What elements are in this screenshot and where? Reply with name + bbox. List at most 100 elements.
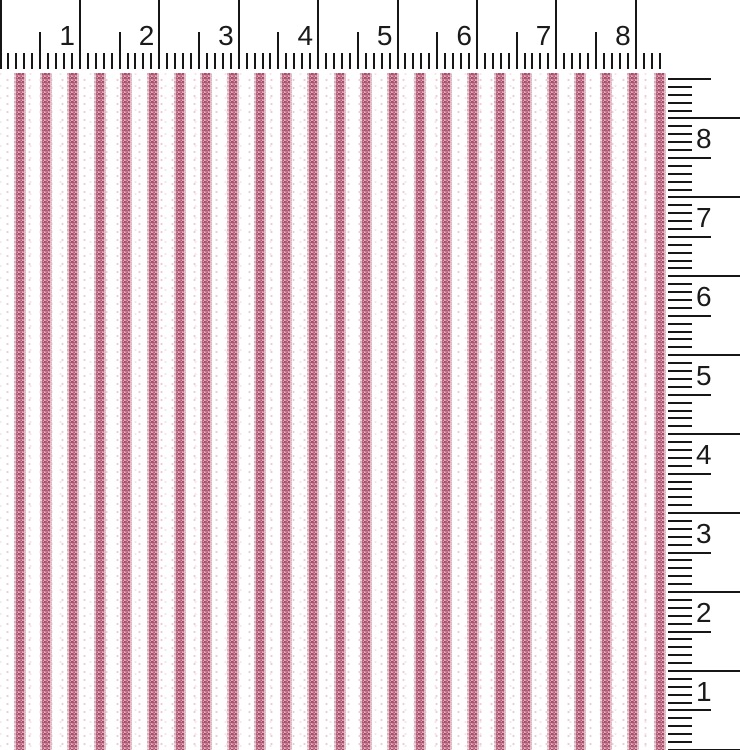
tenth-tick [63, 53, 66, 69]
tenth-tick [261, 53, 264, 69]
top-ruler-inch-label-2: 2 [138, 20, 155, 51]
fabric-stripe [360, 73, 373, 750]
tenth-tick [668, 464, 692, 467]
tenth-tick [285, 53, 288, 69]
fabric-stripe [387, 73, 400, 750]
tenth-tick [668, 638, 692, 641]
tenth-tick [348, 53, 351, 69]
tenth-tick [668, 330, 692, 333]
tenth-tick [668, 346, 692, 349]
tenth-tick [55, 53, 58, 69]
tenth-tick [668, 180, 692, 183]
tenth-tick [293, 53, 296, 69]
tenth-tick [668, 488, 692, 491]
tenth-tick [668, 527, 692, 530]
tenth-tick [668, 251, 692, 254]
tenth-tick [571, 53, 574, 69]
tenth-tick [23, 53, 26, 69]
half-tick [198, 32, 200, 69]
tenth-tick [444, 53, 447, 69]
tenth-tick [483, 53, 486, 69]
right-ruler-inch-label-3: 3 [696, 518, 712, 550]
inch-tick [668, 591, 740, 594]
tenth-tick [668, 567, 692, 570]
tenth-tick [372, 53, 375, 69]
tenth-tick [668, 306, 692, 309]
tenth-tick [668, 172, 692, 175]
half-tick [277, 32, 280, 69]
tenth-tick [205, 53, 208, 69]
inch-tick [475, 0, 478, 69]
half-tick [118, 32, 121, 69]
tenth-tick [668, 425, 692, 428]
top-ruler-inch-label-6: 6 [456, 20, 472, 51]
tenth-tick [253, 53, 256, 69]
tenth-tick [134, 53, 137, 69]
tenth-tick [31, 53, 34, 69]
tenth-tick [668, 725, 692, 728]
tenth-tick [380, 53, 383, 69]
tenth-tick [221, 53, 224, 69]
tenth-tick [658, 53, 661, 69]
tenth-tick [668, 677, 692, 680]
tenth-tick [507, 53, 510, 69]
tenth-tick [668, 662, 692, 665]
half-tick [668, 551, 711, 554]
tenth-tick [245, 53, 248, 69]
tenth-tick [668, 717, 692, 720]
tenth-tick [15, 53, 18, 69]
inch-tick [668, 512, 740, 515]
right-ruler-inch-label-5: 5 [696, 360, 712, 392]
tenth-tick [150, 53, 153, 69]
tenth-tick [642, 53, 645, 69]
tenth-tick [668, 377, 692, 380]
half-tick [595, 32, 597, 69]
fabric-stripe [253, 73, 266, 750]
fabric-stripe [280, 73, 293, 750]
inch-tick [78, 0, 81, 69]
tenth-tick [668, 164, 692, 167]
tenth-tick [668, 299, 692, 302]
tenth-tick [229, 53, 232, 69]
tenth-tick [47, 53, 50, 69]
tenth-tick [668, 733, 692, 736]
tenth-tick [668, 259, 692, 262]
inch-tick [158, 0, 161, 69]
tenth-tick [668, 370, 692, 373]
top-ruler-inch-label-4: 4 [297, 20, 314, 51]
fabric-stripe [467, 73, 480, 750]
inch-tick [634, 0, 637, 69]
tenth-tick [668, 622, 692, 625]
tenth-tick [668, 480, 692, 483]
tenth-tick [668, 693, 692, 696]
tenth-tick [668, 401, 692, 404]
tenth-tick [650, 53, 653, 69]
inch-tick [0, 0, 2, 69]
tenth-tick [467, 53, 470, 69]
tenth-tick [523, 53, 526, 69]
tenth-tick [428, 53, 431, 69]
tenth-tick [668, 575, 692, 578]
fabric-stripe [493, 73, 506, 750]
half-tick [668, 472, 711, 475]
tenth-tick [404, 53, 407, 69]
inch-tick [237, 0, 240, 69]
tenth-tick [668, 441, 692, 444]
tenth-tick [460, 53, 463, 69]
tenth-tick [325, 53, 328, 69]
half-tick [39, 32, 42, 69]
right-ruler-inch-label-4: 4 [696, 439, 712, 471]
tenth-tick [388, 53, 391, 69]
right-ruler-inch-label-7: 7 [696, 202, 712, 234]
tenth-tick [668, 504, 692, 507]
tenth-tick [668, 559, 692, 562]
tenth-tick [668, 614, 692, 617]
inch-tick [317, 0, 320, 69]
fabric-stripe [173, 73, 186, 750]
tenth-tick [668, 362, 692, 365]
tenth-tick [547, 53, 550, 69]
tenth-tick [668, 520, 692, 523]
half-tick [668, 235, 711, 238]
fabric-stripe [40, 73, 53, 750]
